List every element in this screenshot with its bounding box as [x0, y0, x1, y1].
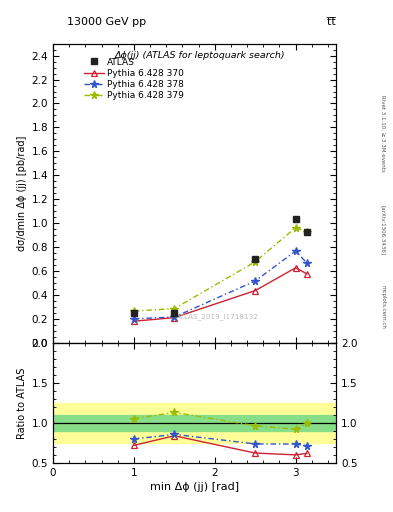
Pythia 6.428 379 — [293, 225, 298, 231]
Pythia 6.428 378 — [172, 314, 177, 320]
Pythia 6.428 379 — [253, 259, 257, 265]
Pythia 6.428 370 — [172, 314, 177, 321]
Pythia 6.428 378 — [293, 248, 298, 254]
Text: mcplots.cern.ch: mcplots.cern.ch — [381, 285, 386, 329]
ATLAS — [132, 310, 136, 316]
Bar — [53, 403, 336, 443]
Pythia 6.428 370 — [132, 318, 136, 324]
Text: 13000 GeV pp: 13000 GeV pp — [67, 16, 146, 27]
Pythia 6.428 370 — [253, 288, 257, 294]
Bar — [53, 415, 336, 432]
Text: Δϕ(jj) (ATLAS for leptoquark search): Δϕ(jj) (ATLAS for leptoquark search) — [115, 51, 285, 60]
Pythia 6.428 379 — [172, 306, 177, 312]
Line: Pythia 6.428 378: Pythia 6.428 378 — [130, 247, 311, 323]
Pythia 6.428 370 — [293, 265, 298, 271]
Y-axis label: dσ/dmin Δϕ (jj) [pb/rad]: dσ/dmin Δϕ (jj) [pb/rad] — [17, 136, 28, 251]
Pythia 6.428 379 — [305, 229, 309, 235]
ATLAS — [305, 229, 309, 235]
Y-axis label: Ratio to ATLAS: Ratio to ATLAS — [17, 368, 28, 439]
ATLAS — [172, 310, 177, 316]
ATLAS — [253, 257, 257, 263]
Legend: ATLAS, Pythia 6.428 370, Pythia 6.428 378, Pythia 6.428 379: ATLAS, Pythia 6.428 370, Pythia 6.428 37… — [80, 54, 188, 104]
Text: Rivet 3.1.10, ≥ 3.3M events: Rivet 3.1.10, ≥ 3.3M events — [381, 95, 386, 172]
ATLAS — [293, 216, 298, 222]
Line: Pythia 6.428 379: Pythia 6.428 379 — [130, 224, 311, 315]
Pythia 6.428 378 — [305, 260, 309, 266]
Line: ATLAS: ATLAS — [131, 216, 310, 316]
Text: ATLAS_2019_I1718132: ATLAS_2019_I1718132 — [176, 313, 259, 320]
Line: Pythia 6.428 370: Pythia 6.428 370 — [131, 265, 310, 324]
Text: t̅t̅: t̅t̅ — [327, 16, 336, 27]
Pythia 6.428 378 — [253, 278, 257, 284]
Pythia 6.428 379 — [132, 308, 136, 314]
Pythia 6.428 378 — [132, 316, 136, 322]
Text: [arXiv:1306.3436]: [arXiv:1306.3436] — [381, 205, 386, 255]
Pythia 6.428 370 — [305, 271, 309, 277]
X-axis label: min Δϕ (jj) [rad]: min Δϕ (jj) [rad] — [150, 482, 239, 493]
